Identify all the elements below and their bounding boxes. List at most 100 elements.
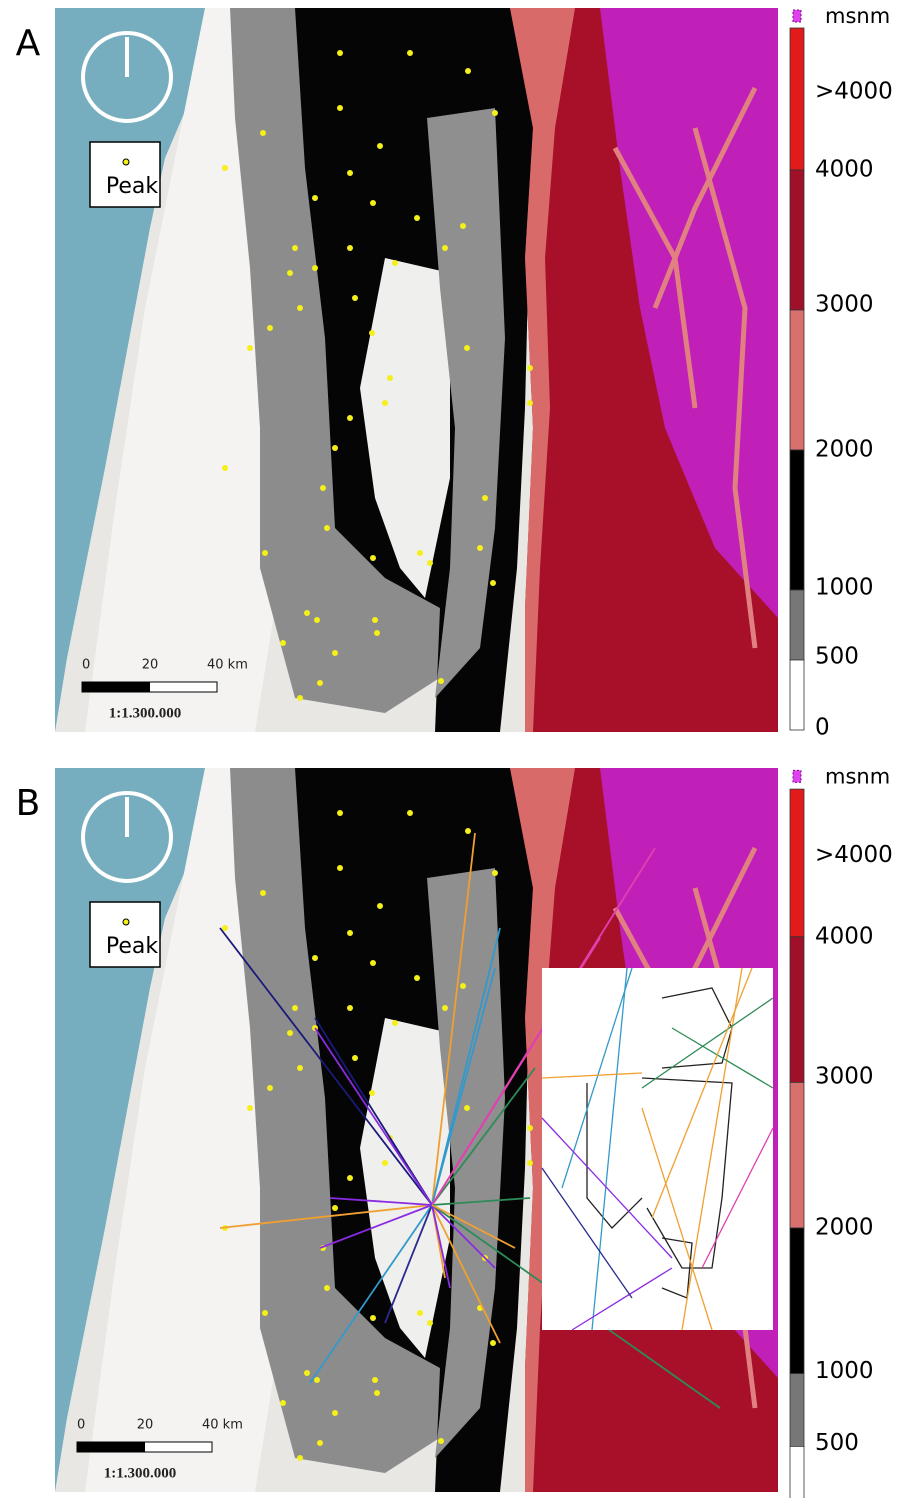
scale-tick: 0 [77, 1418, 85, 1433]
peak [352, 1055, 358, 1061]
peak [374, 1390, 380, 1396]
peak [372, 1377, 378, 1383]
legend-marker [123, 159, 129, 165]
peak [527, 365, 533, 371]
colorbar-segment [790, 170, 804, 310]
peak [442, 245, 448, 251]
peak [260, 890, 266, 896]
peak [427, 1320, 433, 1326]
peak [267, 325, 273, 331]
peak [324, 1285, 330, 1291]
peak [465, 828, 471, 834]
peak [332, 445, 338, 451]
map [55, 768, 778, 1492]
peak [392, 1020, 398, 1026]
panel-label: A [16, 23, 41, 64]
peak [369, 1090, 375, 1096]
peak [324, 525, 330, 531]
peak [438, 678, 444, 684]
peak [527, 1160, 533, 1166]
colorbar-segment [790, 1446, 804, 1498]
peak [369, 330, 375, 336]
scale-tick: 20 [142, 658, 159, 673]
peak [460, 223, 466, 229]
colorbar-unit: msnm [825, 765, 890, 789]
peak [347, 245, 353, 251]
peak [464, 345, 470, 351]
peak [247, 345, 253, 351]
peak [417, 550, 423, 556]
peak [332, 1410, 338, 1416]
peak [292, 1005, 298, 1011]
peak [332, 650, 338, 656]
peak [442, 1005, 448, 1011]
peak [370, 1315, 376, 1321]
scale-ratio: 1:1.300.000 [109, 705, 182, 721]
colorbar-segment [790, 310, 804, 450]
peak [222, 465, 228, 471]
scale-bar [77, 1442, 145, 1452]
peak [347, 1005, 353, 1011]
peak [312, 195, 318, 201]
peak [527, 400, 533, 406]
peak [297, 1455, 303, 1461]
peak [372, 617, 378, 623]
peak [527, 1125, 533, 1131]
peak [347, 415, 353, 421]
colorbar-label: 2000 [815, 1215, 874, 1241]
peak [438, 1438, 444, 1444]
peak [312, 265, 318, 271]
figure: Peak A 0 20 40 km 1:1.300.000 msnm >4000 4000 300… [0, 0, 907, 1498]
peak [337, 50, 343, 56]
scale-tick: 40 km [202, 1418, 243, 1433]
colorbar-cap [793, 770, 801, 782]
scale-tick: 0 [82, 658, 90, 673]
peak [465, 68, 471, 74]
peak [464, 1105, 470, 1111]
peak [267, 1085, 273, 1091]
peak [280, 1400, 286, 1406]
peak [332, 1205, 338, 1211]
peak [492, 110, 498, 116]
peak [337, 810, 343, 816]
colorbar-label: 2000 [815, 437, 874, 463]
peak [292, 245, 298, 251]
colorbar-segment [790, 937, 804, 1083]
colorbar-segment [790, 590, 804, 660]
peak [312, 955, 318, 961]
colorbar-segment [790, 1082, 804, 1228]
colorbar-label: 3000 [815, 292, 874, 318]
peak [407, 810, 413, 816]
peak [304, 1370, 310, 1376]
peak [314, 617, 320, 623]
colorbar-segment [790, 789, 804, 937]
legend-label: Peak [106, 174, 158, 199]
colorbar-segment [790, 28, 804, 170]
peak [414, 975, 420, 981]
scale-bar [82, 682, 150, 692]
colorbar-label: 4000 [815, 923, 874, 949]
peak [490, 580, 496, 586]
inset [542, 968, 773, 1330]
colorbar-label: 0 [815, 715, 830, 741]
peak [407, 50, 413, 56]
scale-tick: 20 [137, 1418, 154, 1433]
peak [370, 555, 376, 561]
peak [377, 903, 383, 909]
peak [492, 870, 498, 876]
colorbar-label: 500 [815, 644, 859, 670]
peak [317, 1440, 323, 1446]
peak [490, 1340, 496, 1346]
panel-label: B [16, 783, 41, 824]
peak [414, 215, 420, 221]
peak [417, 1310, 423, 1316]
peak [297, 305, 303, 311]
peak [347, 170, 353, 176]
colorbar-label: >4000 [815, 842, 893, 868]
peak [352, 295, 358, 301]
peak [317, 680, 323, 686]
peak [347, 930, 353, 936]
peak [222, 165, 228, 171]
